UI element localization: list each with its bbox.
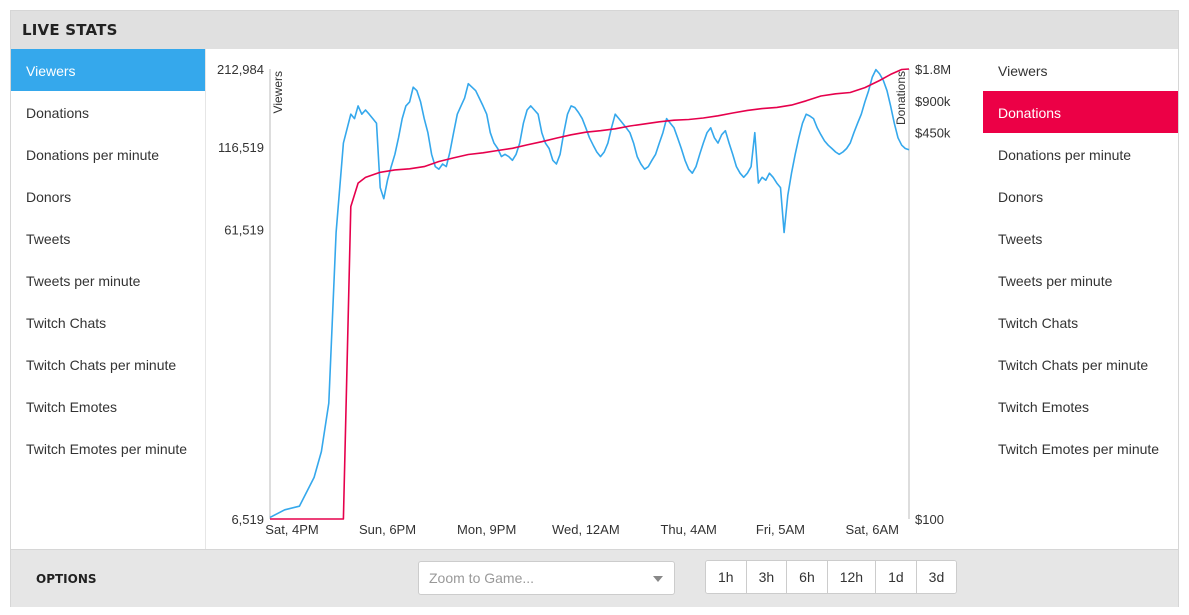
right-metric-twitch-emotes[interactable]: Twitch Emotes [998,399,1090,415]
right-metric-donors[interactable]: Donors [998,189,1044,205]
zoom-to-game-select[interactable]: Zoom to Game... [418,561,675,595]
x-axis-tick-label: Sun, 6PM [359,522,416,537]
live-stats-chart: 212,984 116,519 61,519 6,519 $1.8M $900k $450k… [217,62,951,537]
left-metric-twitch-emotes-per-minute[interactable]: Twitch Emotes per minute [26,441,188,457]
left-metric-donations-per-minute[interactable]: Donations per minute [26,147,160,163]
right-metric-twitch-emotes-per-minute[interactable]: Twitch Emotes per minute [998,441,1160,457]
panel-header: LIVE STATS [11,11,1178,49]
range-6h-button[interactable]: 6h [787,561,828,593]
left-axis-tick-label: 212,984 [217,62,264,77]
range-1d-button[interactable]: 1d [876,561,917,593]
left-metric-donations[interactable]: Donations [26,105,90,121]
left-metric-tweets-per-minute[interactable]: Tweets per minute [26,273,141,289]
left-metric-viewers[interactable]: Viewers [11,49,205,91]
live-stats-panel: LIVE STATS Viewers Donations Donations per… [10,10,1179,607]
right-axis-title: Donations [894,71,908,125]
zoom-to-game-placeholder: Zoom to Game... [429,570,535,586]
right-metric-donations-per-minute[interactable]: Donations per minute [998,147,1132,163]
series-line-donations [270,68,910,520]
left-axis-tick-label: 116,519 [218,140,264,155]
time-range-group: 1h 3h 6h 12h 1d 3d [705,560,958,594]
left-axis-tick-label: 61,519 [224,222,264,237]
right-axis-tick-label: $900k [915,94,951,109]
right-metric-donations[interactable]: Donations [983,91,1178,133]
range-1h-button[interactable]: 1h [706,561,747,593]
range-12h-button[interactable]: 12h [827,561,877,593]
right-metric-list: Viewers Donations Donations per minute Dono… [983,49,1178,487]
x-axis-tick-label: Mon, 9PM [457,522,516,537]
left-axis-title: Viewers [271,71,285,113]
left-metric-twitch-chats[interactable]: Twitch Chats [26,315,107,331]
right-metric-tweets[interactable]: Tweets [998,231,1043,247]
x-axis-tick-label: Fri, 5AM [756,522,805,537]
left-metric-twitch-chats-per-minute[interactable]: Twitch Chats per minute [26,357,177,373]
options-label: OPTIONS [36,572,97,586]
left-metric-donors[interactable]: Donors [26,189,72,205]
x-axis-tick-label: Sat, 4PM [265,522,318,537]
panel-title: LIVE STATS [22,21,118,39]
range-3d-button[interactable]: 3d [916,561,957,593]
right-metric-tweets-per-minute[interactable]: Tweets per minute [998,273,1113,289]
options-bar: OPTIONS Zoom to Game... 1h 3h 6h 12h 1d 3d [11,549,1178,607]
chart-area: 212,984 116,519 61,519 6,519 $1.8M $900k $450k… [207,49,983,549]
right-metric-twitch-chats[interactable]: Twitch Chats [998,315,1079,331]
x-axis-tick-label: Sat, 6AM [846,522,899,537]
x-axis-tick-label: Wed, 12AM [552,522,620,537]
x-axis-tick-label: Thu, 4AM [660,522,716,537]
left-metric-tweets[interactable]: Tweets [26,231,71,247]
chevron-down-icon [653,576,663,582]
left-metric-list: Viewers Donations Donations per minute Dono… [11,49,206,549]
series-line-viewers [269,68,910,519]
right-axis-tick-label: $1.8M [915,62,951,77]
left-metric-twitch-emotes[interactable]: Twitch Emotes [26,399,118,415]
right-metric-twitch-chats-per-minute[interactable]: Twitch Chats per minute [998,357,1149,373]
right-axis-tick-label: $100 [915,512,944,527]
right-axis-tick-label: $450k [915,126,951,141]
right-metric-viewers[interactable]: Viewers [998,63,1048,79]
range-3h-button[interactable]: 3h [746,561,788,593]
left-axis-tick-label: 6,519 [231,512,264,527]
